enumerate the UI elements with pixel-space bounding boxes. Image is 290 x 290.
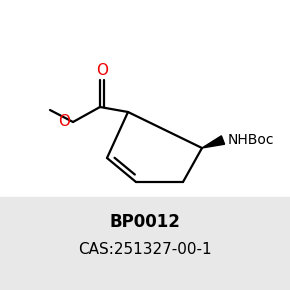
Text: BP0012: BP0012 [110, 213, 180, 231]
Text: O: O [96, 63, 108, 78]
Text: CAS:251327-00-1: CAS:251327-00-1 [78, 242, 212, 258]
Polygon shape [202, 136, 224, 148]
Bar [0, 197, 290, 290]
Text: O: O [58, 115, 70, 130]
Text: NHBoc: NHBoc [228, 133, 275, 147]
